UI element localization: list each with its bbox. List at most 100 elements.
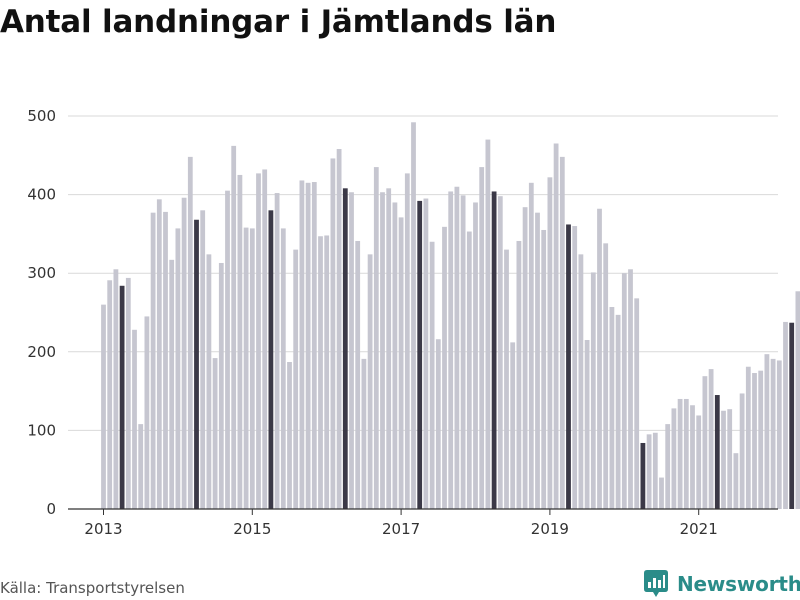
bar <box>677 398 683 509</box>
bar <box>392 202 398 509</box>
bar <box>578 254 584 509</box>
bar <box>671 408 677 509</box>
bar <box>163 211 168 509</box>
bars <box>101 122 800 510</box>
bar <box>776 360 782 509</box>
bar <box>119 285 125 509</box>
x-tick-label: 2013 <box>84 520 122 538</box>
y-tick-label: 200 <box>27 343 56 361</box>
bar <box>125 277 131 509</box>
bar <box>485 139 491 509</box>
bar <box>683 398 689 509</box>
bar <box>584 340 590 509</box>
bar <box>361 358 367 509</box>
bar <box>696 415 702 509</box>
bar <box>299 180 305 509</box>
bar <box>386 188 392 509</box>
bar <box>218 262 224 509</box>
bar <box>423 198 429 509</box>
bar <box>448 191 454 509</box>
bar <box>311 182 317 509</box>
bar <box>590 272 596 509</box>
bar <box>274 193 280 509</box>
bar <box>318 236 323 509</box>
axes: 0100200300400500201320152017201920212023 <box>27 107 778 538</box>
y-tick-label: 300 <box>27 264 56 282</box>
bar <box>194 219 199 509</box>
y-tick-label: 100 <box>27 421 56 439</box>
bar <box>349 192 354 510</box>
bar <box>305 182 311 509</box>
bar <box>404 173 410 509</box>
bar <box>169 259 175 509</box>
bar <box>144 316 150 509</box>
bar <box>380 192 385 510</box>
bar <box>132 329 137 509</box>
bar <box>342 188 348 509</box>
bar <box>243 227 249 510</box>
bar <box>212 358 218 509</box>
bar <box>764 354 770 509</box>
bar <box>107 280 113 509</box>
bar <box>373 167 379 509</box>
bar <box>535 212 540 509</box>
source-text: Källa: Transportstyrelsen <box>0 579 185 597</box>
bar <box>783 321 788 509</box>
bar <box>739 393 745 509</box>
bar <box>789 322 795 509</box>
bar <box>646 434 652 509</box>
bar <box>262 169 268 509</box>
bar <box>479 167 485 509</box>
brand-logo[interactable]: Newsworthy <box>644 570 800 597</box>
x-tick-label: 2021 <box>680 520 718 538</box>
bar <box>367 254 373 509</box>
bar <box>795 291 800 509</box>
bar <box>609 307 615 509</box>
bar <box>287 362 292 509</box>
y-tick-label: 500 <box>27 107 56 125</box>
bar <box>398 217 404 509</box>
bar-chart-logo-icon <box>644 570 668 597</box>
bar <box>770 358 776 509</box>
bar <box>491 191 497 509</box>
bar <box>417 200 423 509</box>
bar <box>411 122 416 509</box>
bar <box>336 149 342 509</box>
bar <box>330 158 336 509</box>
bar <box>268 210 274 509</box>
bar <box>621 273 627 509</box>
bar <box>566 224 571 509</box>
bar <box>187 156 193 509</box>
bar <box>237 174 243 509</box>
bar <box>206 254 212 509</box>
bar <box>702 376 708 509</box>
bar <box>547 177 553 509</box>
bar <box>293 249 299 509</box>
bar <box>113 269 119 509</box>
bar <box>156 199 162 509</box>
bar <box>603 243 609 509</box>
bar <box>231 145 237 509</box>
bar <box>200 210 206 509</box>
bar <box>615 314 621 509</box>
bar <box>721 410 726 509</box>
bar <box>460 195 466 509</box>
bar <box>280 228 286 509</box>
x-tick-label: 2019 <box>531 520 569 538</box>
gridlines <box>68 115 778 431</box>
y-tick-label: 0 <box>46 500 56 518</box>
bar <box>355 240 361 509</box>
bar <box>708 369 714 509</box>
bar <box>733 453 739 509</box>
bar <box>497 196 503 510</box>
bar <box>249 228 255 509</box>
bar <box>454 186 460 510</box>
bar <box>175 228 181 509</box>
bar <box>256 173 261 509</box>
bar <box>628 269 633 509</box>
bar <box>324 235 330 509</box>
bar <box>745 366 751 509</box>
y-tick-label: 400 <box>27 186 56 204</box>
bar <box>442 226 447 509</box>
bar <box>572 226 578 510</box>
